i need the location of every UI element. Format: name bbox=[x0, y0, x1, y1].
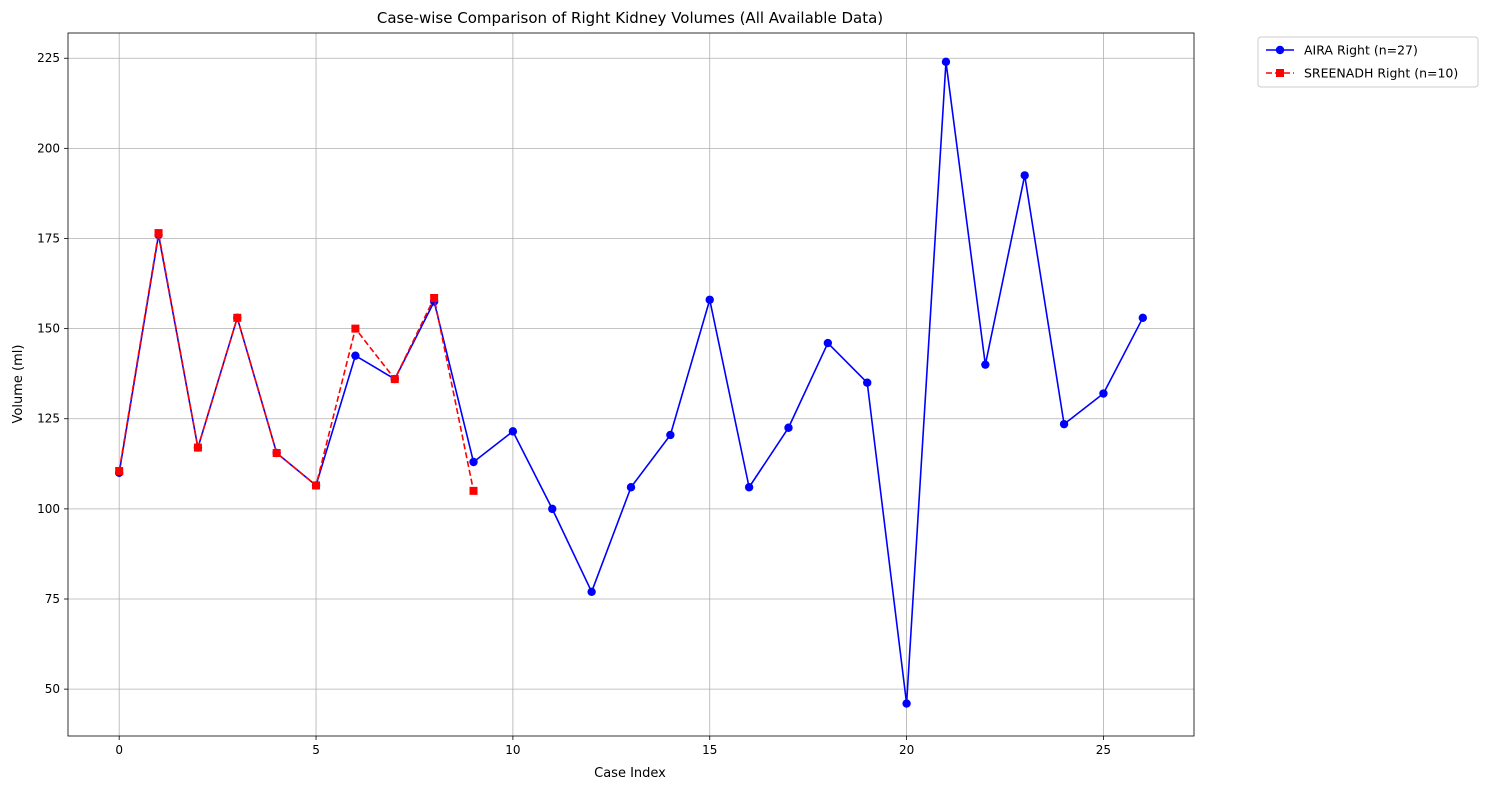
data-point bbox=[508, 427, 518, 436]
y-tick-label: 150 bbox=[37, 322, 60, 336]
data-point bbox=[312, 481, 321, 490]
data-point bbox=[469, 486, 478, 495]
data-point bbox=[1059, 419, 1069, 429]
data-point bbox=[1020, 171, 1029, 180]
data-point bbox=[705, 295, 714, 304]
series-1 bbox=[114, 57, 1148, 708]
data-point bbox=[390, 375, 399, 384]
legend-label: SREENADH Right (n=10) bbox=[1304, 66, 1458, 81]
x-tick-label: 20 bbox=[899, 743, 914, 757]
data-point bbox=[154, 229, 163, 238]
legend-item: AIRA Right (n=27) bbox=[1266, 43, 1418, 58]
data-point bbox=[587, 587, 596, 596]
x-tick-label: 10 bbox=[505, 743, 520, 757]
y-tick-label: 50 bbox=[45, 682, 60, 696]
legend: AIRA Right (n=27) SREENADH Right (n=10) bbox=[1257, 36, 1479, 88]
data-point bbox=[233, 313, 242, 322]
x-tick-label: 15 bbox=[702, 743, 717, 757]
y-tick-label: 200 bbox=[37, 141, 60, 155]
data-point bbox=[1099, 389, 1108, 398]
data-point bbox=[351, 351, 360, 360]
x-tick-label: 5 bbox=[312, 743, 320, 757]
legend-marker bbox=[1276, 69, 1284, 77]
axis-ticks: 0 5 10 15 20 25 50 75 100 125 150 175 200 225 bbox=[37, 51, 1111, 757]
data-point bbox=[784, 423, 793, 432]
legend-label: AIRA Right (n=27) bbox=[1304, 43, 1418, 58]
data-point bbox=[1138, 313, 1148, 323]
data-point bbox=[469, 457, 478, 467]
data-point bbox=[626, 483, 636, 492]
x-tick-label: 0 bbox=[115, 743, 123, 757]
data-point bbox=[430, 293, 439, 302]
y-tick-label: 175 bbox=[37, 231, 60, 245]
data-point bbox=[272, 448, 281, 457]
series-layer bbox=[114, 57, 1148, 708]
legend-box bbox=[1257, 36, 1479, 88]
data-point bbox=[548, 504, 557, 514]
y-tick-label: 100 bbox=[37, 502, 60, 516]
data-point bbox=[351, 324, 360, 333]
y-tick-label: 75 bbox=[45, 592, 60, 606]
data-point bbox=[193, 443, 202, 452]
plot-frame bbox=[67, 32, 1195, 737]
legend-item: SREENADH Right (n=10) bbox=[1266, 66, 1458, 81]
y-tick-label: 225 bbox=[37, 51, 60, 65]
series-line bbox=[118, 232, 475, 492]
chart-title: Case-wise Comparison of Right Kidney Vol… bbox=[377, 9, 883, 27]
series-line bbox=[118, 61, 1144, 705]
y-tick-label: 125 bbox=[37, 412, 60, 426]
data-point bbox=[941, 57, 951, 67]
data-point bbox=[666, 430, 675, 440]
y-axis-label: Volume (ml) bbox=[11, 345, 26, 424]
x-axis-label: Case Index bbox=[594, 766, 666, 781]
legend-marker bbox=[1275, 45, 1285, 55]
data-point bbox=[744, 483, 754, 492]
series-2 bbox=[115, 229, 478, 495]
x-tick-label: 25 bbox=[1096, 743, 1111, 757]
plot-border bbox=[67, 32, 1195, 737]
data-point bbox=[981, 360, 990, 369]
data-point bbox=[902, 699, 911, 708]
data-point bbox=[115, 467, 124, 476]
data-point bbox=[823, 338, 833, 348]
data-point bbox=[863, 378, 872, 387]
grid-lines bbox=[68, 33, 1194, 736]
